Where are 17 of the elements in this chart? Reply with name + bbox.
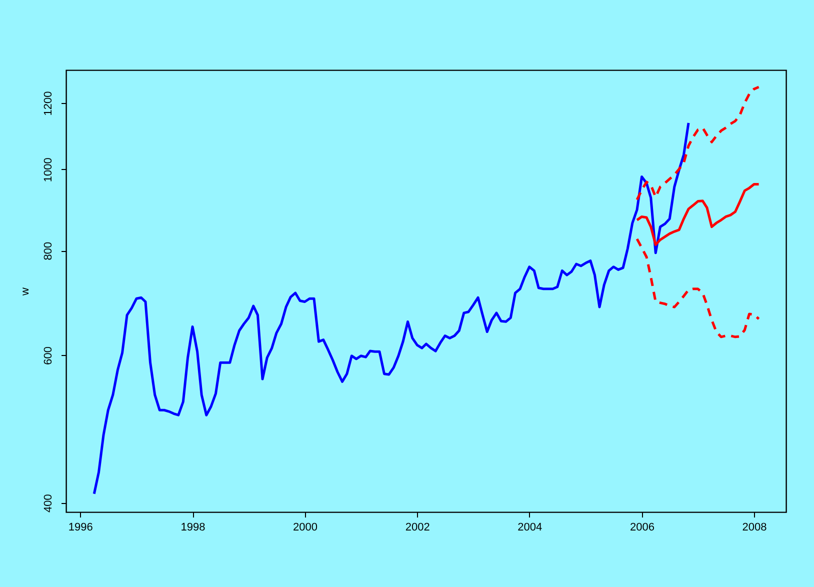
- line-series: [636, 238, 760, 338]
- x-tick-label: 1998: [180, 522, 206, 534]
- y-tick-label: 800: [42, 242, 54, 260]
- y-tick-label: 400: [42, 494, 54, 512]
- line-series: [92, 122, 690, 496]
- x-tick-label: 2002: [405, 522, 430, 534]
- x-tick-label: 2006: [630, 522, 655, 534]
- y-tick-label: 1000: [42, 158, 54, 182]
- y-tick-label: 1200: [42, 91, 54, 116]
- x-tick-label: 2004: [518, 522, 542, 534]
- line-series: [636, 86, 760, 201]
- x-tick-label: 1996: [68, 522, 93, 534]
- y-axis-title: w: [20, 287, 32, 296]
- x-tick-label: 2008: [742, 522, 767, 534]
- x-tick-label: 2000: [293, 522, 318, 534]
- y-tick-label: 600: [42, 346, 54, 365]
- line-series: [636, 182, 760, 246]
